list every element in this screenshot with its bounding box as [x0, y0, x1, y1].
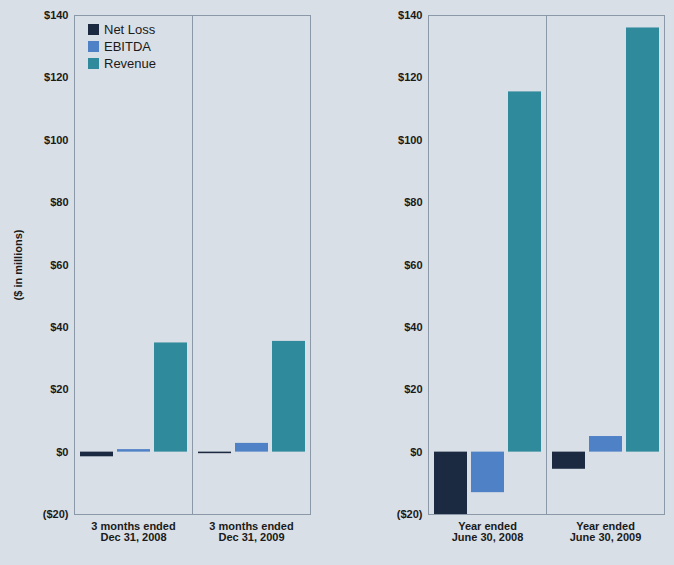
svg-text:Year endedJune 30, 2009: Year endedJune 30, 2009	[570, 520, 642, 543]
svg-text:$100: $100	[44, 134, 68, 146]
svg-text:$140: $140	[398, 9, 422, 21]
svg-text:$40: $40	[50, 321, 68, 333]
svg-text:$100: $100	[398, 134, 422, 146]
svg-text:Year endedJune 30, 2008: Year endedJune 30, 2008	[452, 520, 524, 543]
html-text:Revenue: Revenue	[104, 56, 156, 71]
svg-text:$60: $60	[50, 259, 68, 271]
svg-text:$60: $60	[404, 259, 422, 271]
svg-text:$140: $140	[44, 9, 68, 21]
svg-text:$80: $80	[404, 196, 422, 208]
svg-text:$0: $0	[56, 446, 68, 458]
svg-text:$120: $120	[44, 71, 68, 83]
svg-text:($ in millions): ($ in millions)	[12, 229, 24, 300]
svg-text:$120: $120	[398, 71, 422, 83]
svg-text:($20): ($20)	[43, 508, 69, 520]
svg-text:$40: $40	[404, 321, 422, 333]
svg-text:3 months endedDec 31, 2009: 3 months endedDec 31, 2009	[209, 520, 293, 543]
svg-text:$80: $80	[50, 196, 68, 208]
svg-text:$20: $20	[50, 383, 68, 395]
svg-text:($20): ($20)	[397, 508, 423, 520]
html-text:Net Loss: Net Loss	[104, 22, 156, 37]
svg-text:$20: $20	[404, 383, 422, 395]
svg-text:$0: $0	[410, 446, 422, 458]
html-text:EBITDA: EBITDA	[104, 39, 151, 54]
svg-text:3 months endedDec 31, 2008: 3 months endedDec 31, 2008	[91, 520, 175, 543]
